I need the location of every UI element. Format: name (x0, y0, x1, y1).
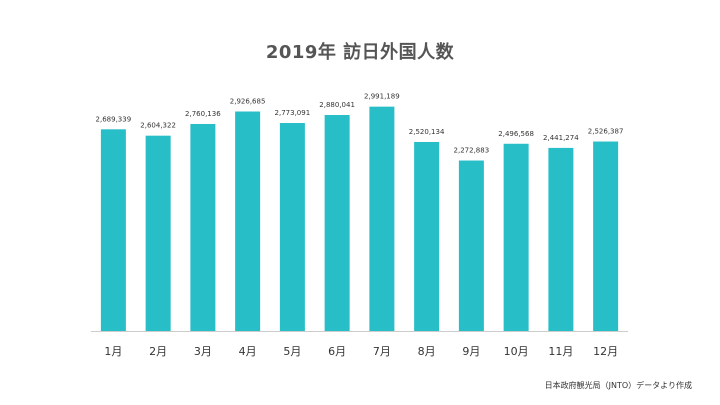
x-tick-label-7: 7月 (373, 345, 391, 358)
value-label-9: 2,272,883 (454, 147, 490, 155)
value-label-6: 2,880,041 (319, 101, 355, 109)
value-label-12: 2,526,387 (588, 128, 624, 136)
chart-title: 2019年 訪日外国人数 (265, 42, 455, 63)
bar-9 (458, 160, 484, 331)
bar-8 (414, 141, 440, 331)
bar-4 (235, 111, 261, 331)
bar-5 (279, 123, 305, 332)
value-label-11: 2,441,274 (543, 134, 579, 142)
x-tick-label-9: 9月 (462, 345, 480, 358)
x-tick-label-5: 5月 (283, 345, 301, 358)
value-label-7: 2,991,189 (364, 93, 400, 101)
bar-7 (369, 106, 395, 331)
bar-1 (100, 129, 126, 331)
value-label-5: 2,773,091 (275, 109, 311, 117)
value-label-3: 2,760,136 (185, 110, 221, 118)
x-tick-label-6: 6月 (328, 345, 346, 358)
value-label-8: 2,520,134 (409, 128, 445, 136)
bar-2 (145, 135, 171, 331)
value-label-2: 2,604,322 (140, 122, 176, 130)
x-tick-label-10: 10月 (504, 345, 529, 358)
x-tick-label-3: 3月 (194, 345, 212, 358)
bar-6 (324, 115, 350, 331)
x-tick-label-11: 11月 (548, 345, 573, 358)
value-label-4: 2,926,685 (230, 98, 266, 106)
bar-11 (548, 147, 574, 331)
value-label-10: 2,496,568 (498, 130, 534, 138)
bar-3 (190, 123, 216, 332)
x-tick-label-4: 4月 (239, 345, 257, 358)
x-tick-label-8: 8月 (418, 345, 436, 358)
x-tick-label-2: 2月 (149, 345, 167, 358)
source-note: 日本政府観光局（JNTO）データより作成 (544, 381, 692, 390)
x-tick-label-1: 1月 (104, 345, 122, 358)
value-label-1: 2,689,339 (96, 115, 132, 123)
bar-12 (593, 141, 619, 331)
x-tick-label-12: 12月 (593, 345, 618, 358)
bar-10 (503, 143, 529, 331)
